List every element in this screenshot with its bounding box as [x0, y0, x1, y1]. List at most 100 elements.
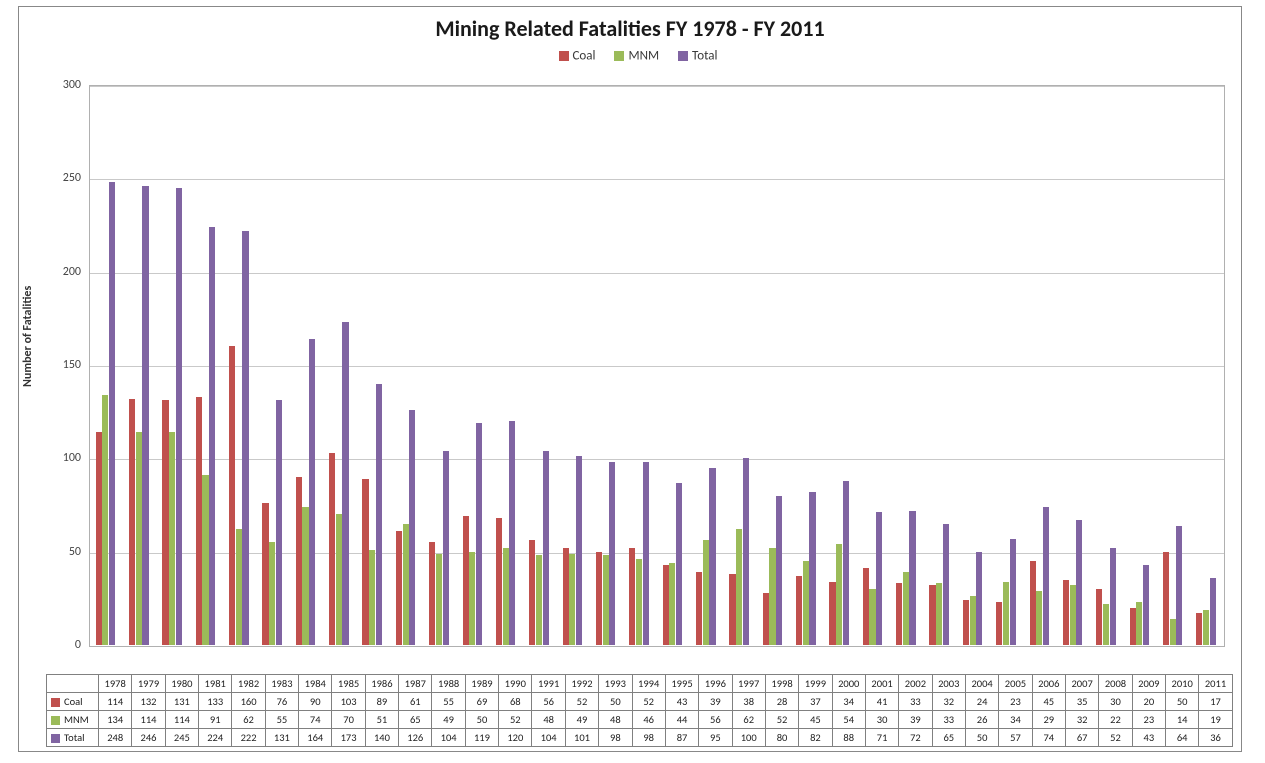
bar-coal [996, 602, 1002, 645]
table-swatch-mnm [51, 716, 60, 725]
bar-mnm [603, 555, 609, 645]
bar-total [342, 322, 348, 645]
chart-title: Mining Related Fatalities FY 1978 - FY 2… [19, 15, 1241, 42]
bar-coal [696, 572, 702, 645]
table-year-header: 1997 [732, 675, 765, 693]
bar-total [1176, 526, 1182, 645]
bar-coal [262, 503, 268, 645]
bar-mnm [269, 542, 275, 645]
bar-coal [1196, 613, 1202, 645]
bar-total [576, 456, 582, 645]
table-year-header: 2004 [965, 675, 998, 693]
bar-coal [362, 479, 368, 645]
bar-total [776, 496, 782, 645]
table-cell: 160 [232, 693, 265, 711]
table-cell: 44 [665, 711, 698, 729]
table-cell: 91 [199, 711, 232, 729]
table-cell: 37 [799, 693, 832, 711]
bar-total [476, 423, 482, 645]
table-cell: 98 [632, 729, 665, 747]
bar-coal [162, 400, 168, 645]
bar-total [876, 512, 882, 645]
bar-mnm [369, 550, 375, 645]
bar-total [176, 188, 182, 645]
table-cell: 245 [165, 729, 198, 747]
table-cell: 55 [432, 693, 465, 711]
bar-mnm [803, 561, 809, 645]
table-year-header: 1989 [465, 675, 498, 693]
table-row-header-total: Total [47, 729, 99, 747]
table-cell: 103 [332, 693, 365, 711]
bar-total [1076, 520, 1082, 645]
table-cell: 98 [599, 729, 632, 747]
bar-total [1010, 539, 1016, 645]
table-cell: 164 [299, 729, 332, 747]
bar-mnm [769, 548, 775, 645]
bar-total [743, 458, 749, 645]
table-year-header: 1999 [799, 675, 832, 693]
table-cell: 248 [99, 729, 132, 747]
bar-mnm [1036, 591, 1042, 645]
table-cell: 132 [132, 693, 165, 711]
table-cell: 119 [465, 729, 498, 747]
bar-coal [1163, 552, 1169, 645]
table-cell: 54 [832, 711, 865, 729]
table-cell: 48 [532, 711, 565, 729]
legend: Coal MNM Total [19, 48, 1241, 63]
table-cell: 62 [732, 711, 765, 729]
table-year-header: 1990 [499, 675, 532, 693]
table-cell: 50 [465, 711, 498, 729]
table-year-header: 1992 [565, 675, 598, 693]
bar-total [209, 227, 215, 645]
table-cell: 33 [899, 693, 932, 711]
bar-total [809, 492, 815, 645]
bar-mnm [936, 583, 942, 645]
bar-mnm [1070, 585, 1076, 645]
bar-total [1043, 507, 1049, 645]
table-cell: 41 [865, 693, 898, 711]
table-cell: 52 [565, 693, 598, 711]
bar-mnm [102, 395, 108, 645]
bar-mnm [1136, 602, 1142, 645]
table-cell: 32 [1065, 711, 1098, 729]
bar-mnm [136, 432, 142, 645]
table-cell: 95 [699, 729, 732, 747]
table-cell: 33 [932, 711, 965, 729]
table-cell: 72 [899, 729, 932, 747]
table-cell: 43 [1132, 729, 1165, 747]
ytick-label: 200 [41, 265, 81, 279]
table-year-header: 1980 [165, 675, 198, 693]
bar-total [543, 451, 549, 645]
table-cell: 114 [99, 693, 132, 711]
table-cell: 126 [399, 729, 432, 747]
ytick-label: 50 [41, 545, 81, 559]
table-cell: 36 [1199, 729, 1232, 747]
table-cell: 134 [99, 711, 132, 729]
table-cell: 48 [599, 711, 632, 729]
table-cell: 52 [499, 711, 532, 729]
table-year-header: 2010 [1166, 675, 1199, 693]
table-cell: 56 [532, 693, 565, 711]
table-cell: 43 [665, 693, 698, 711]
table-year-header: 1982 [232, 675, 265, 693]
bar-total [976, 552, 982, 645]
bar-total [609, 462, 615, 645]
bar-mnm [202, 475, 208, 645]
bar-coal [1130, 608, 1136, 645]
table-cell: 14 [1166, 711, 1199, 729]
legend-swatch-total [678, 51, 688, 61]
ytick-label: 0 [41, 638, 81, 652]
bar-mnm [1003, 582, 1009, 645]
table-cell: 173 [332, 729, 365, 747]
bar-mnm [436, 554, 442, 645]
bar-coal [296, 477, 302, 645]
bar-mnm [703, 540, 709, 645]
table-row-label: MNM [64, 713, 89, 726]
table-year-header: 2011 [1199, 675, 1232, 693]
bar-coal [196, 397, 202, 645]
table-cell: 140 [365, 729, 398, 747]
legend-label-coal: Coal [573, 48, 596, 63]
bar-total [309, 339, 315, 645]
table-cell: 74 [299, 711, 332, 729]
table-cell: 61 [399, 693, 432, 711]
